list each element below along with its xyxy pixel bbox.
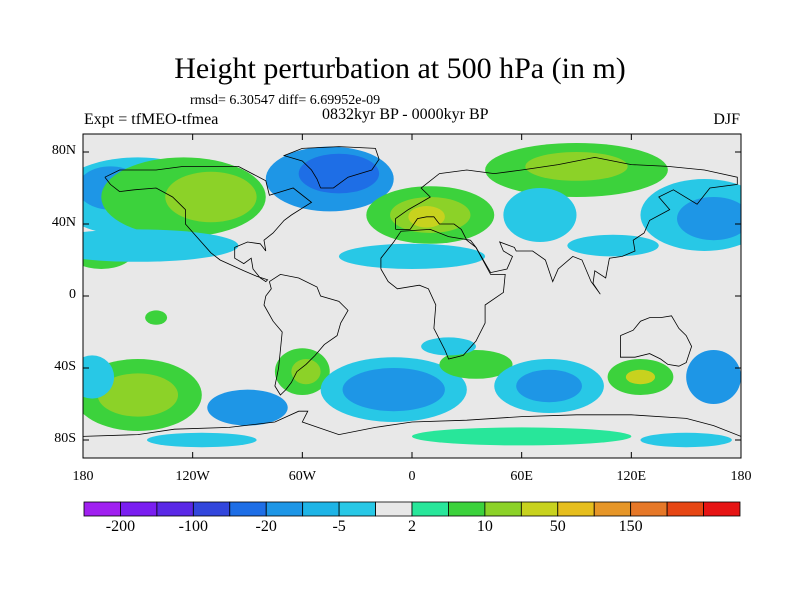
colorbar-label: -5 (332, 518, 346, 535)
colorbar-swatch (484, 501, 522, 517)
y-tick-label: 80N (51, 143, 76, 158)
colorbar-label: 50 (549, 518, 566, 535)
x-tick-label: 180 (730, 469, 752, 484)
colorbar-label: -20 (255, 518, 277, 535)
colorbar-swatch (703, 501, 741, 517)
field-greenland-deep-low (298, 153, 380, 194)
north-america-coast (104, 165, 313, 283)
eurasia-coast (395, 156, 738, 295)
map-title: Height perturbation at 500 hPa (in m) (174, 52, 626, 85)
field-south-africa-teal (421, 337, 476, 356)
field-antarctic-green-band (412, 427, 632, 446)
field-southeast-pacific-low (207, 389, 288, 426)
field-indian-ocean-low-core (516, 369, 582, 403)
field-south-america-lime (291, 359, 321, 385)
field-antarctic-teal-west (146, 432, 257, 448)
x-tick-label: 60W (288, 469, 316, 484)
y-tick-label: 0 (69, 287, 76, 302)
stats-line: rmsd= 6.30547 diff= 6.69952e-09 (190, 93, 381, 108)
period-label: 0832kyr BP - 0000kyr BP (322, 106, 489, 123)
colorbar-swatch (156, 501, 194, 517)
colorbar-label: 150 (618, 518, 643, 535)
field-south-africa-green (439, 350, 513, 379)
colorbar (83, 501, 741, 517)
field-siberia-lime-ridge (525, 152, 628, 181)
colorbar-swatch (630, 501, 668, 517)
colorbar-swatch (265, 501, 304, 517)
colorbar-swatch (229, 501, 267, 517)
colorbar-swatch (593, 501, 632, 517)
field-central-pacific-teal-band (83, 229, 239, 262)
field-subtropic-atlantic-blue (338, 243, 486, 269)
colorbar-swatch (520, 501, 559, 517)
greenland-coast (282, 146, 380, 189)
colorbar-swatch (302, 501, 340, 517)
field-asia-teal-trough (503, 188, 577, 242)
experiment-label: Expt = tfMEO-tfmea (84, 111, 219, 128)
antarctica-coast (83, 410, 741, 437)
y-tick-label: 40S (54, 359, 76, 374)
field-southwest-pacific-low (686, 350, 741, 404)
map-panel (82, 133, 742, 459)
x-tick-label: 60E (510, 469, 533, 484)
x-tick-label: 0 (408, 469, 416, 484)
field-north-america-lime (165, 171, 257, 223)
field-southeast-asia-teal (567, 234, 659, 257)
field-south-pacific-teal-edge (83, 355, 115, 399)
colorbar-swatch (338, 501, 376, 517)
x-tick-label: 180 (72, 469, 94, 484)
colorbar-swatch (375, 501, 413, 517)
x-tick-label: 120E (616, 469, 647, 484)
africa-coast (380, 228, 506, 360)
colorbar-label: 2 (408, 518, 416, 535)
x-tick-label: 120W (175, 469, 210, 484)
field-south-pacific-lime-high (97, 373, 179, 417)
colorbar-swatch (83, 501, 121, 517)
y-tick-label: 80S (54, 431, 76, 446)
field-south-atlantic-low-core (342, 368, 445, 412)
colorbar-swatch (448, 501, 486, 517)
south-america-coast (263, 273, 349, 396)
colorbar-swatch (557, 501, 595, 517)
colorbar-swatch (666, 501, 704, 517)
field-west-pacific-low-core (677, 197, 741, 241)
colorbar-label: 10 (476, 518, 493, 535)
season-label: DJF (713, 111, 740, 128)
y-tick-label: 40N (51, 215, 76, 230)
coastline-layer (83, 146, 741, 437)
australia-coast (620, 315, 693, 367)
colorbar-label: -200 (105, 518, 136, 535)
colorbar-swatch (192, 501, 231, 517)
field-australia-south-yellow (625, 369, 656, 385)
colorbar-label: -100 (178, 518, 208, 535)
colorbar-swatch (411, 501, 449, 517)
field-tropical-green-spot (145, 310, 168, 325)
field-antarctic-teal-east (640, 432, 732, 448)
colorbar-swatch (120, 501, 158, 517)
